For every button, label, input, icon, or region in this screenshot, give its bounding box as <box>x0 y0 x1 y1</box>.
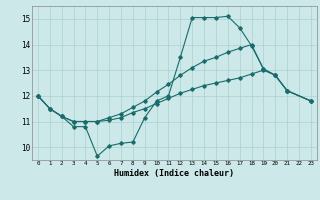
X-axis label: Humidex (Indice chaleur): Humidex (Indice chaleur) <box>115 169 234 178</box>
